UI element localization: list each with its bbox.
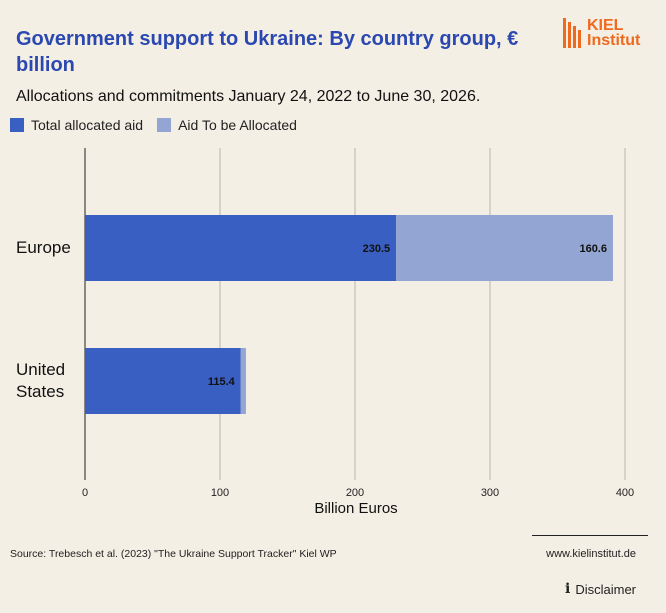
info-icon: i	[565, 581, 571, 597]
category-label: States	[16, 382, 64, 401]
data-label: 115.4	[208, 376, 236, 388]
disclaimer-label: Disclaimer	[575, 581, 636, 597]
logo-line-2: Institut	[587, 32, 641, 49]
x-tick-label: 0	[82, 487, 88, 499]
x-tick-label: 100	[211, 487, 229, 499]
x-tick-label: 200	[346, 487, 364, 499]
category-label: Europe	[16, 238, 71, 257]
kiel-institut-logo[interactable]: KIEL Institut	[563, 18, 653, 50]
website-link[interactable]: www.kielinstitut.de	[546, 548, 636, 560]
x-tick-label: 300	[481, 487, 499, 499]
legend-swatch-allocated	[10, 118, 24, 132]
legend-item-allocated[interactable]: Total allocated aid	[10, 117, 143, 133]
legend-label-to-be-allocated: Aid To be Allocated	[178, 117, 297, 133]
chart-subtitle: Allocations and commitments January 24, …	[16, 88, 481, 105]
disclaimer-button[interactable]: i Disclaimer	[565, 581, 636, 597]
bar-segment	[85, 215, 397, 281]
legend-swatch-to-be-allocated	[157, 118, 172, 132]
x-tick-label: 400	[616, 487, 634, 499]
data-label: 160.6	[579, 243, 607, 255]
category-label: United	[16, 360, 65, 379]
bar-segment	[85, 348, 241, 414]
logo-bars-icon	[563, 18, 585, 48]
footer-divider	[532, 535, 648, 536]
legend-label-allocated: Total allocated aid	[31, 117, 144, 133]
chart-title: Government support to Ukraine: By countr…	[16, 28, 519, 76]
source-note: Source: Trebesch et al. (2023) "The Ukra…	[10, 548, 337, 560]
logo-line-1: KIEL	[587, 17, 624, 34]
data-label: 230.5	[363, 243, 391, 255]
bar-segment	[240, 348, 246, 414]
bar-segment	[396, 215, 613, 281]
bar-chart: 0 100 200 300 400 Billion Euros Europe 230.5 160…	[16, 148, 634, 517]
legend-item-to-be-allocated[interactable]: Aid To be Allocated	[157, 117, 297, 133]
logo-text: KIEL Institut	[587, 17, 641, 49]
x-axis-title: Billion Euros	[314, 500, 397, 517]
chart-legend: Total allocated aid Aid To be Allocated	[10, 116, 311, 134]
